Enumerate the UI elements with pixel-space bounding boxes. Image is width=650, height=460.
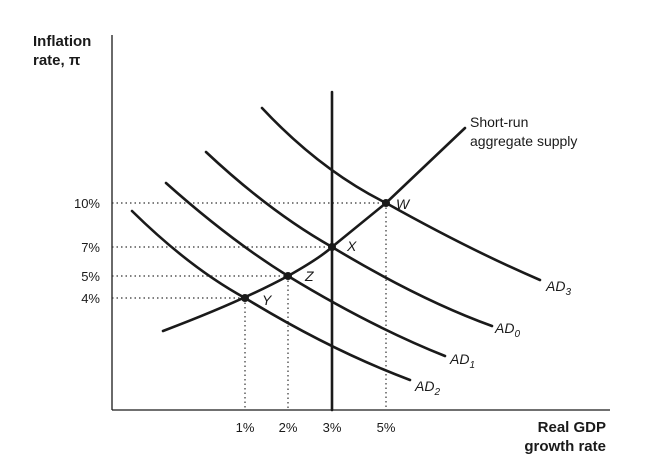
sras-label-line2: aggregate supply <box>470 133 577 149</box>
y-axis-title-line1: Inflation <box>33 33 91 50</box>
ad2-label: AD2 <box>414 378 440 398</box>
point-y-label: Y <box>262 292 273 308</box>
y-tick-label: 7% <box>81 240 100 255</box>
x-tick-label: 3% <box>323 420 342 435</box>
point-z-label: Z <box>304 268 314 284</box>
ad3-label: AD3 <box>545 278 571 298</box>
point-x-dot <box>328 243 336 251</box>
x-tick-label: 5% <box>377 420 396 435</box>
x-axis-title-line1: Real GDP <box>538 419 606 436</box>
x-axis-title-line2: growth rate <box>524 438 606 455</box>
point-z-dot <box>284 272 292 280</box>
point-x-label: X <box>346 238 357 254</box>
x-tick-label: 2% <box>279 420 298 435</box>
y-axis-title-line2: rate, π <box>33 52 81 69</box>
point-w-dot <box>382 199 390 207</box>
ad0-label: AD0 <box>494 320 520 340</box>
y-tick-label: 4% <box>81 291 100 306</box>
y-tick-label: 5% <box>81 269 100 284</box>
point-y-dot <box>241 294 249 302</box>
x-tick-label: 1% <box>236 420 255 435</box>
ad1-label: AD1 <box>449 351 475 371</box>
sras-label-line1: Short-run <box>470 114 528 130</box>
point-w-label: W <box>396 196 411 212</box>
y-tick-label: 10% <box>74 196 100 211</box>
short-run-aggregate-supply-curve <box>161 126 467 333</box>
